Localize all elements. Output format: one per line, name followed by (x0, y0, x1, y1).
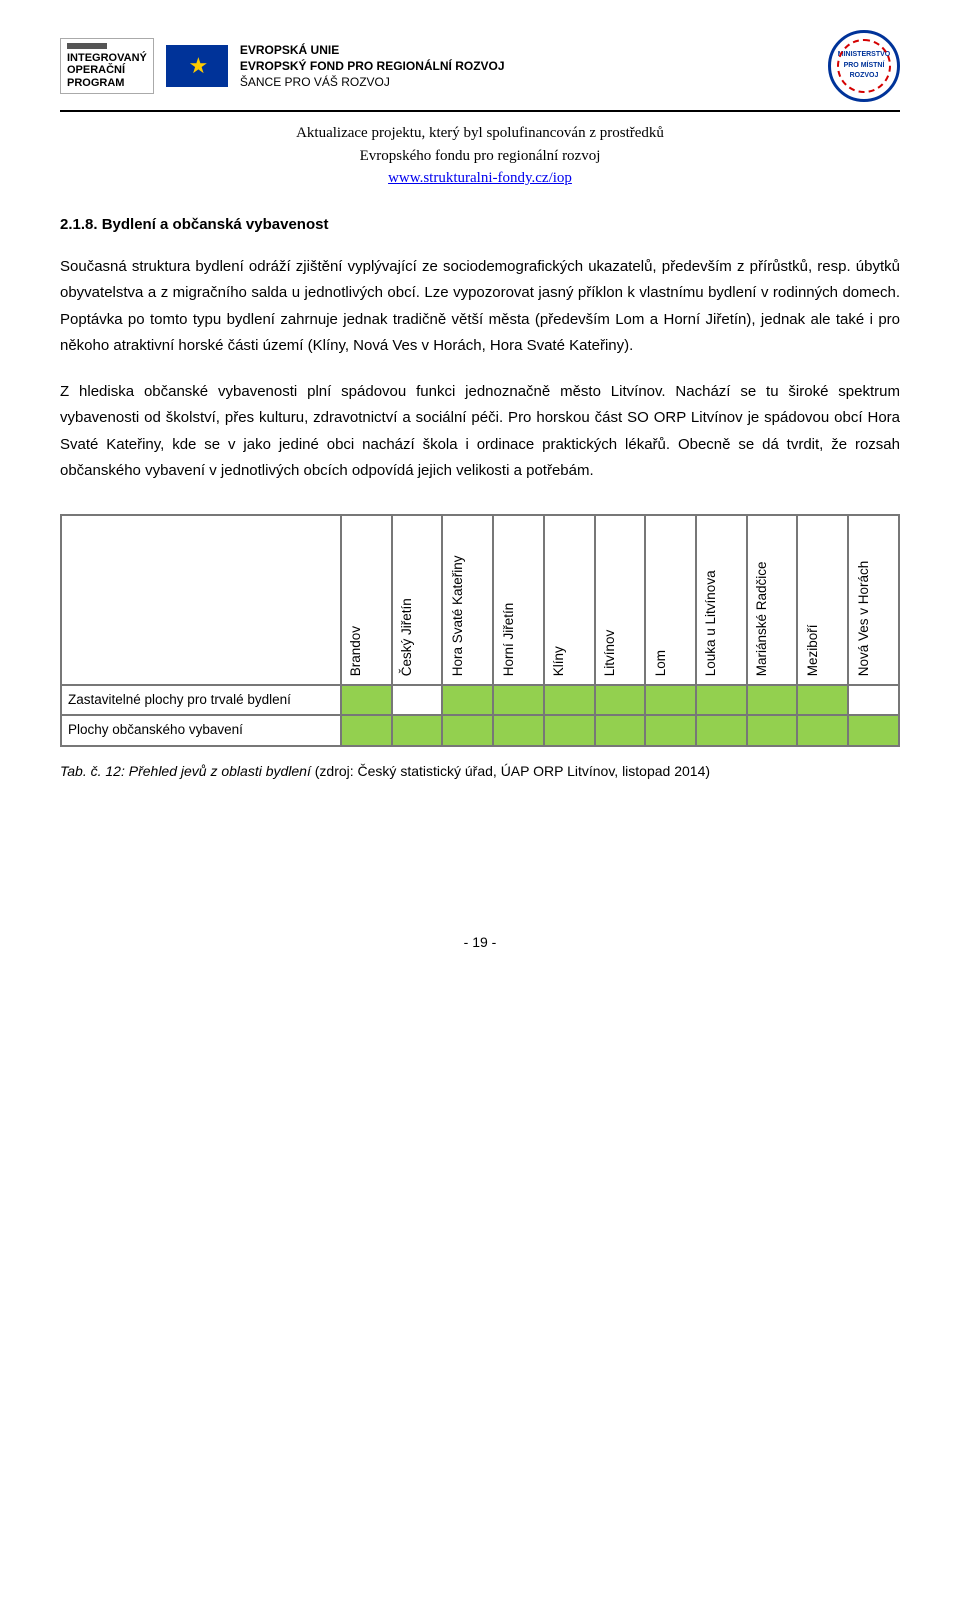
matrix-cell (645, 715, 696, 745)
col-header-litvinov: Litvínov (595, 515, 646, 685)
page-number: - 19 - (60, 932, 900, 953)
table-caption: Tab. č. 12: Přehled jevů z oblasti bydle… (60, 761, 900, 782)
table-body: Zastavitelné plochy pro trvalé bydleníPl… (61, 685, 899, 746)
eu-text-block: EVROPSKÁ UNIE EVROPSKÝ FOND PRO REGIONÁL… (240, 42, 505, 91)
matrix-cell (544, 715, 595, 745)
matrix-cell (797, 715, 848, 745)
col-label: Litvínov (600, 629, 620, 676)
table-row: Zastavitelné plochy pro trvalé bydlení (61, 685, 899, 715)
col-header-cesky-jiretin: Český Jiřetín (392, 515, 443, 685)
matrix-cell (595, 685, 646, 715)
eu-flag-icon: ★ (166, 45, 228, 87)
col-header-louka-u-litvinova: Louka u Litvínova (696, 515, 747, 685)
eu-line-2: EVROPSKÝ FOND PRO REGIONÁLNÍ ROZVOJ (240, 58, 505, 74)
matrix-cell (645, 685, 696, 715)
iop-logo-bar-icon (67, 43, 107, 49)
col-header-marianske-radcice: Mariánské Radčice (747, 515, 798, 685)
row-label: Zastavitelné plochy pro trvalé bydlení (61, 685, 341, 715)
matrix-cell (747, 715, 798, 745)
row-label: Plochy občanského vybavení (61, 715, 341, 745)
col-label: Mariánské Radčice (752, 561, 772, 676)
col-label: Český Jiřetín (397, 598, 417, 676)
iop-line-3: PROGRAM (67, 77, 124, 90)
eu-line-1: EVROPSKÁ UNIE (240, 42, 505, 58)
matrix-cell (442, 685, 493, 715)
col-label: Louka u Litvínova (701, 570, 721, 676)
paragraph-1: Současná struktura bydlení odráží zjiště… (60, 254, 900, 359)
iop-line-1: INTEGROVANÝ (67, 52, 147, 65)
eu-line-3: ŠANCE PRO VÁŠ ROZVOJ (240, 74, 505, 90)
paragraph-2: Z hlediska občanské vybavenosti plní spá… (60, 379, 900, 484)
table-header-row: Brandov Český Jiřetín Hora Svaté Kateřin… (61, 515, 899, 685)
header-banner: INTEGROVANÝ OPERAČNÍ PROGRAM ★ EVROPSKÁ … (60, 30, 900, 112)
mmr-logo-icon: MINISTERSTVO PRO MÍSTNÍ ROZVOJ (828, 30, 900, 102)
matrix-cell (442, 715, 493, 745)
table-corner-cell (61, 515, 341, 685)
housing-matrix-table: Brandov Český Jiřetín Hora Svaté Kateřin… (60, 514, 900, 747)
matrix-cell (341, 715, 392, 745)
matrix-cell (392, 715, 443, 745)
col-header-hora-svate-kateriny: Hora Svaté Kateřiny (442, 515, 493, 685)
col-label: Horní Jiřetín (498, 602, 518, 676)
col-header-nova-ves-v-horach: Nová Ves v Horách (848, 515, 899, 685)
col-label: Lom (650, 650, 670, 676)
col-label: Hora Svaté Kateřiny (448, 555, 468, 676)
caption-source: (zdroj: Český statistický úřad, ÚAP ORP … (315, 763, 710, 779)
matrix-cell (341, 685, 392, 715)
section-title: 2.1.8. Bydlení a občanská vybavenost (60, 214, 900, 237)
matrix-cell (595, 715, 646, 745)
col-label: Klíny (549, 646, 569, 676)
header-left-group: INTEGROVANÝ OPERAČNÍ PROGRAM ★ EVROPSKÁ … (60, 38, 505, 95)
matrix-cell (544, 685, 595, 715)
matrix-cell (696, 715, 747, 745)
iop-logo: INTEGROVANÝ OPERAČNÍ PROGRAM (60, 38, 154, 95)
col-header-horni-jiretin: Horní Jiřetín (493, 515, 544, 685)
matrix-cell (848, 715, 899, 745)
sub-header: Aktualizace projektu, který byl spolufin… (60, 122, 900, 190)
mmr-logo-text: MINISTERSTVO PRO MÍSTNÍ ROZVOJ (831, 50, 897, 82)
sub-header-link[interactable]: www.strukturalni-fondy.cz/iop (388, 170, 572, 186)
matrix-cell (797, 685, 848, 715)
sub-header-line-2: Evropského fondu pro regionální rozvoj (60, 145, 900, 168)
col-header-lom: Lom (645, 515, 696, 685)
col-header-brandov: Brandov (341, 515, 392, 685)
sub-header-line-1: Aktualizace projektu, který byl spolufin… (60, 122, 900, 145)
matrix-cell (493, 715, 544, 745)
table-row: Plochy občanského vybavení (61, 715, 899, 745)
caption-title: Tab. č. 12: Přehled jevů z oblasti bydle… (60, 763, 315, 779)
col-label: Brandov (346, 626, 366, 676)
matrix-cell (493, 685, 544, 715)
col-label: Meziboří (803, 624, 823, 676)
col-header-mezibori: Meziboří (797, 515, 848, 685)
col-label: Nová Ves v Horách (853, 560, 873, 676)
matrix-cell (848, 685, 899, 715)
iop-line-2: OPERAČNÍ (67, 64, 125, 77)
matrix-cell (747, 685, 798, 715)
matrix-cell (696, 685, 747, 715)
col-header-kliny: Klíny (544, 515, 595, 685)
matrix-cell (392, 685, 443, 715)
